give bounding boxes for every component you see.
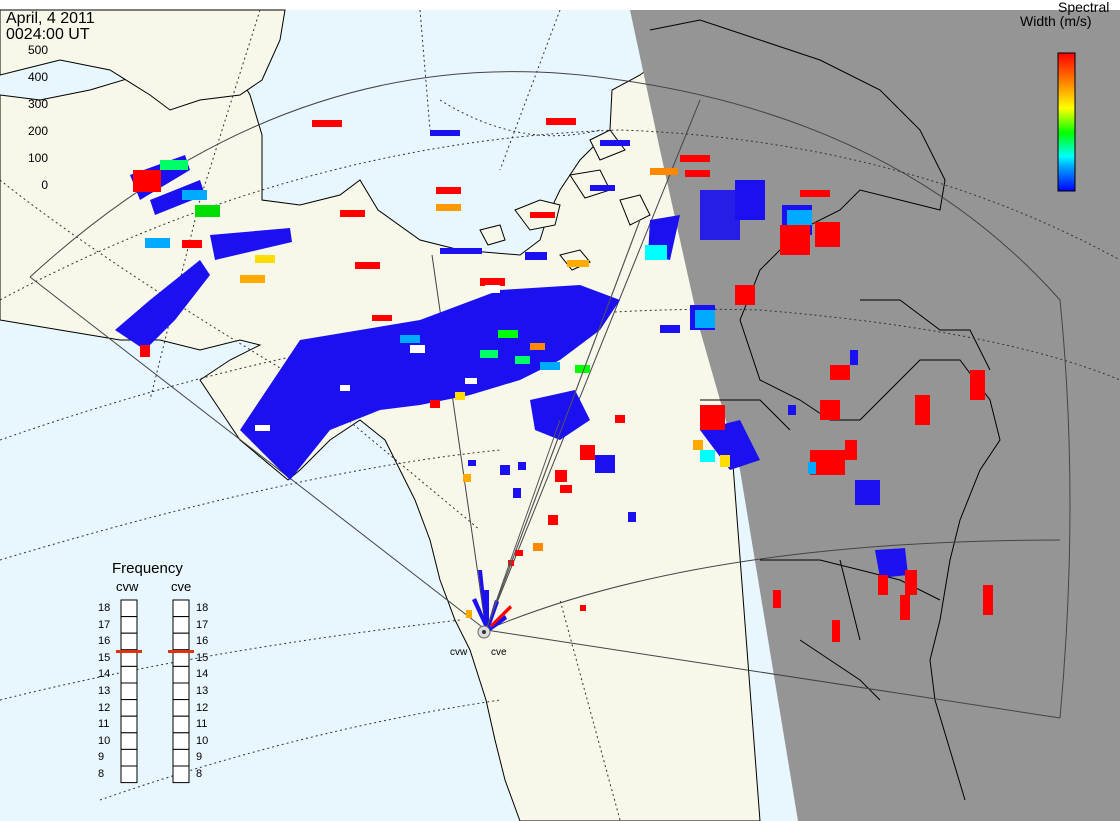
frequency-tick-left: 10	[98, 734, 111, 747]
frequency-tick-right: 11	[196, 718, 208, 731]
frequency-tick-left: 17	[98, 618, 111, 631]
frequency-title: Frequency	[112, 560, 183, 577]
frequency-tick-left: 18	[98, 602, 111, 614]
frequency-cell-cvw	[120, 599, 138, 618]
colorbar-tick-500: 500	[27, 43, 48, 57]
frequency-cell-cve	[172, 682, 190, 701]
colorbar-tick-300: 300	[27, 97, 48, 111]
frequency-tick-right: 13	[196, 685, 209, 697]
frequency-cell-cvw	[120, 765, 138, 784]
time-label: 0024:00 UT	[6, 26, 90, 43]
night-coastlines	[649, 19, 1001, 801]
colorbar-tick-100: 100	[27, 151, 48, 165]
frequency-tick-right: 12	[196, 701, 209, 714]
frequency-cell-cve	[172, 732, 190, 750]
radar-echoes	[115, 118, 993, 642]
frequency-cell-cve	[172, 765, 190, 784]
frequency-cell-cve	[172, 616, 190, 634]
land-north-america	[0, 29, 761, 821]
frequency-tick-left: 9	[98, 751, 105, 764]
beam-guides	[485, 219, 641, 631]
lat-lon-grid	[0, 9, 1120, 821]
frequency-cell-cve	[172, 599, 190, 618]
frequency-cell-cve	[172, 699, 190, 717]
frequency-bars	[116, 599, 194, 784]
colorbar-scale	[1057, 52, 1076, 192]
frequency-tick-left: 15	[98, 651, 111, 664]
colorbar-title-line2: Width (m/s)	[1020, 13, 1092, 29]
frequency-tick-right: 14	[196, 668, 209, 681]
frequency-cve-label: cve	[171, 579, 192, 594]
frequency-cell-cvw	[120, 632, 138, 651]
frequency-tick-left: 16	[98, 635, 111, 648]
frequency-cell-cve	[172, 665, 190, 684]
land-asia-corner	[0, 9, 286, 111]
frequency-cell-cvw	[120, 715, 138, 734]
frequency-tick-left: 12	[98, 701, 111, 714]
frequency-tick-left: 11	[98, 718, 110, 731]
site-label-east: cve	[491, 647, 507, 658]
frequency-cell-cve	[172, 748, 190, 767]
colorbar-tick-400: 400	[27, 70, 48, 84]
frequency-tick-right: 16	[196, 635, 209, 648]
colorbar-tick-0: 0	[41, 178, 48, 192]
frequency-cell-cvw	[120, 682, 138, 701]
date-label: April, 4 2011	[6, 10, 95, 27]
site-label-west: cvw	[450, 647, 468, 658]
frequency-cell-cvw	[120, 748, 138, 767]
frequency-tick-right: 18	[196, 602, 209, 614]
colorbar-title-line1: Spectral	[1058, 0, 1110, 15]
frequency-tick-left: 14	[98, 668, 111, 681]
frequency-tick-right: 9	[196, 751, 203, 764]
frequency-cell-cve	[172, 715, 190, 734]
frequency-cell-cvw	[120, 732, 138, 750]
frequency-cell-cvw	[120, 665, 138, 684]
frequency-tick-right: 10	[196, 734, 209, 747]
frequency-tick-right: 15	[196, 651, 209, 664]
frequency-tick-left: 8	[98, 768, 105, 780]
frequency-cvw-label: cvw	[116, 579, 139, 594]
frequency-tick-right: 17	[196, 618, 209, 631]
frequency-cell-cve	[172, 632, 190, 651]
frequency-tick-right: 8	[196, 768, 203, 780]
frequency-tick-left: 13	[98, 685, 111, 697]
frequency-cell-cvw	[120, 616, 138, 634]
frequency-cell-cvw	[120, 699, 138, 717]
colorbar-tick-200: 200	[27, 124, 48, 138]
echo-band-main	[240, 285, 620, 480]
echo-band-west	[115, 260, 210, 350]
